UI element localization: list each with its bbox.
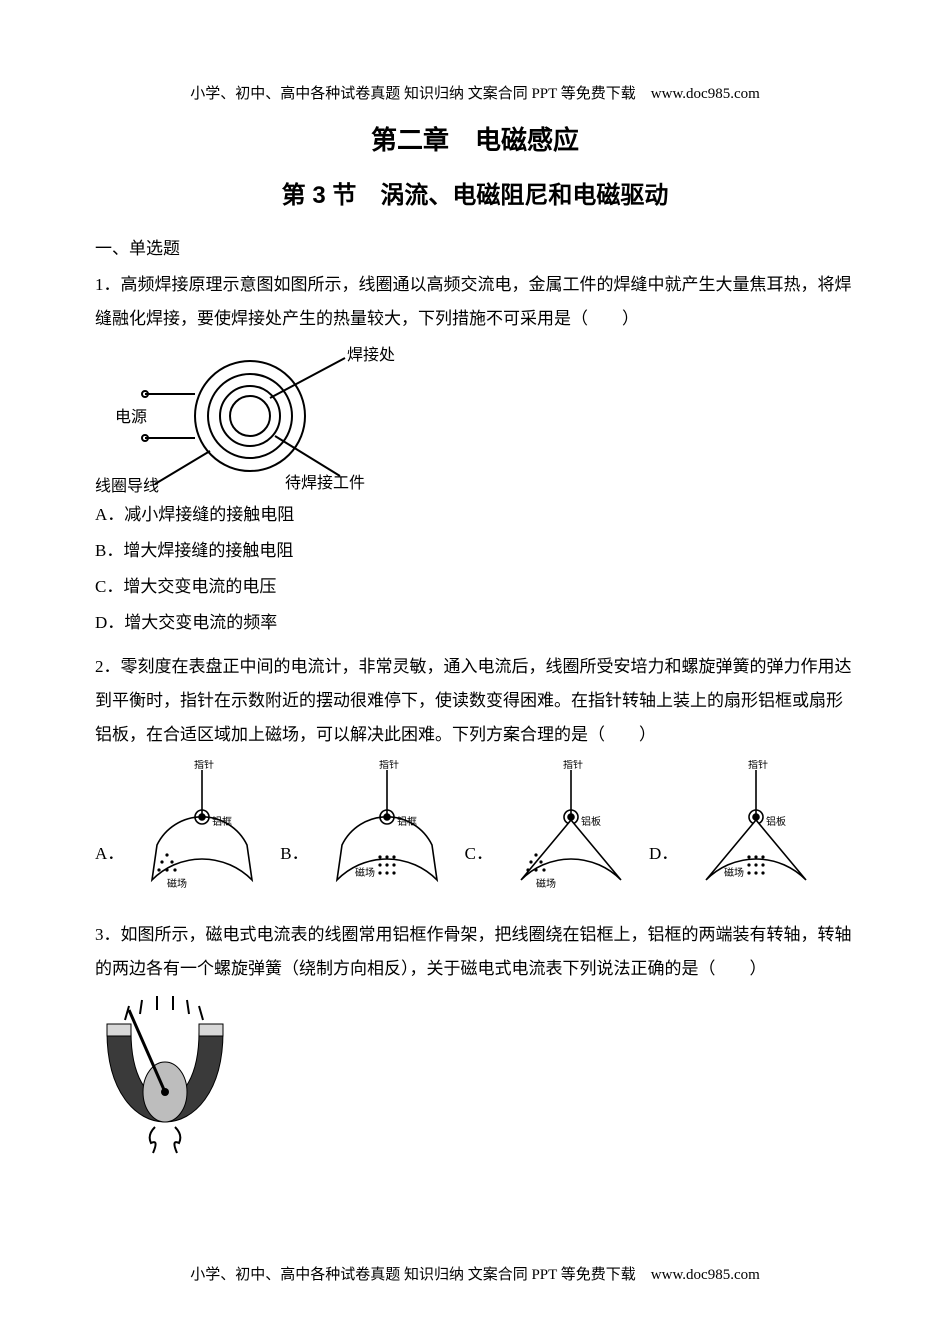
q2-figure-d: 指针 铝板 磁场 (686, 760, 826, 890)
q1-option-b: B．增大焊接缝的接触电阻 (95, 534, 855, 568)
chapter-title: 第二章 电磁感应 (95, 120, 855, 157)
q2b-field: 磁场 (355, 866, 375, 879)
q2d-pointer: 指针 (748, 760, 768, 771)
q2-figure-c: 指针 铝板 磁场 (501, 760, 641, 890)
q3-stem: 3．如图所示，磁电式电流表的线圈常用铝框作骨架，把线圈绕在铝框上，铝框的两端装有… (95, 918, 855, 986)
page: 小学、初中、高中各种试卷真题 知识归纳 文案合同 PPT 等免费下载 www.d… (0, 0, 950, 1344)
q1-label-coilwire: 线圈导线 (95, 477, 159, 495)
q2c-pointer: 指针 (563, 760, 583, 771)
section-title: 第 3 节 涡流、电磁阻尼和电磁驱动 (95, 175, 855, 210)
q2d-plate: 铝板 (766, 815, 786, 828)
q2a-field: 磁场 (167, 877, 187, 890)
q1-option-a: A．减小焊接缝的接触电阻 (95, 498, 855, 532)
q2-figure-b: 指针 铝框 磁场 (317, 760, 457, 890)
q2a-frame: 铝框 (212, 815, 232, 828)
section-label: 一、单选题 (95, 232, 855, 266)
q2-figure-row: A． 指针 铝框 磁场 B． (95, 760, 855, 890)
q1-label-weld: 焊接处 (347, 346, 395, 364)
q2d-field: 磁场 (724, 866, 744, 879)
q1-option-d: D．增大交变电流的频率 (95, 606, 855, 640)
page-footer: 小学、初中、高中各种试卷真题 知识归纳 文案合同 PPT 等免费下载 www.d… (0, 1263, 950, 1284)
q1-option-c: C．增大交变电流的电压 (95, 570, 855, 604)
q2-stem: 2．零刻度在表盘正中间的电流计，非常灵敏，通入电流后，线圈所受安培力和螺旋弹簧的… (95, 650, 855, 752)
q2b-frame: 铝框 (397, 815, 417, 828)
q2-option-d-label: D． (649, 839, 678, 864)
q2-option-c-label: C． (465, 839, 493, 864)
q2c-field: 磁场 (536, 877, 556, 890)
q2c-plate: 铝板 (581, 815, 601, 828)
q1-label-workpiece: 待焊接工件 (285, 474, 365, 492)
q1-stem: 1．高频焊接原理示意图如图所示，线圈通以高频交流电，金属工件的焊缝中就产生大量焦… (95, 268, 855, 336)
q2a-pointer: 指针 (194, 760, 214, 771)
q1-figure: 焊接处 电源 线圈导线 待焊接工件 (95, 336, 425, 496)
page-header: 小学、初中、高中各种试卷真题 知识归纳 文案合同 PPT 等免费下载 www.d… (0, 82, 950, 103)
q3-figure (95, 992, 245, 1182)
q2b-pointer: 指针 (379, 760, 399, 771)
q2-figure-a: 指针 铝框 磁场 (132, 760, 272, 890)
q1-label-source: 电源 (115, 408, 147, 426)
q2-option-a-label: A． (95, 839, 124, 864)
q2-option-b-label: B． (280, 839, 308, 864)
